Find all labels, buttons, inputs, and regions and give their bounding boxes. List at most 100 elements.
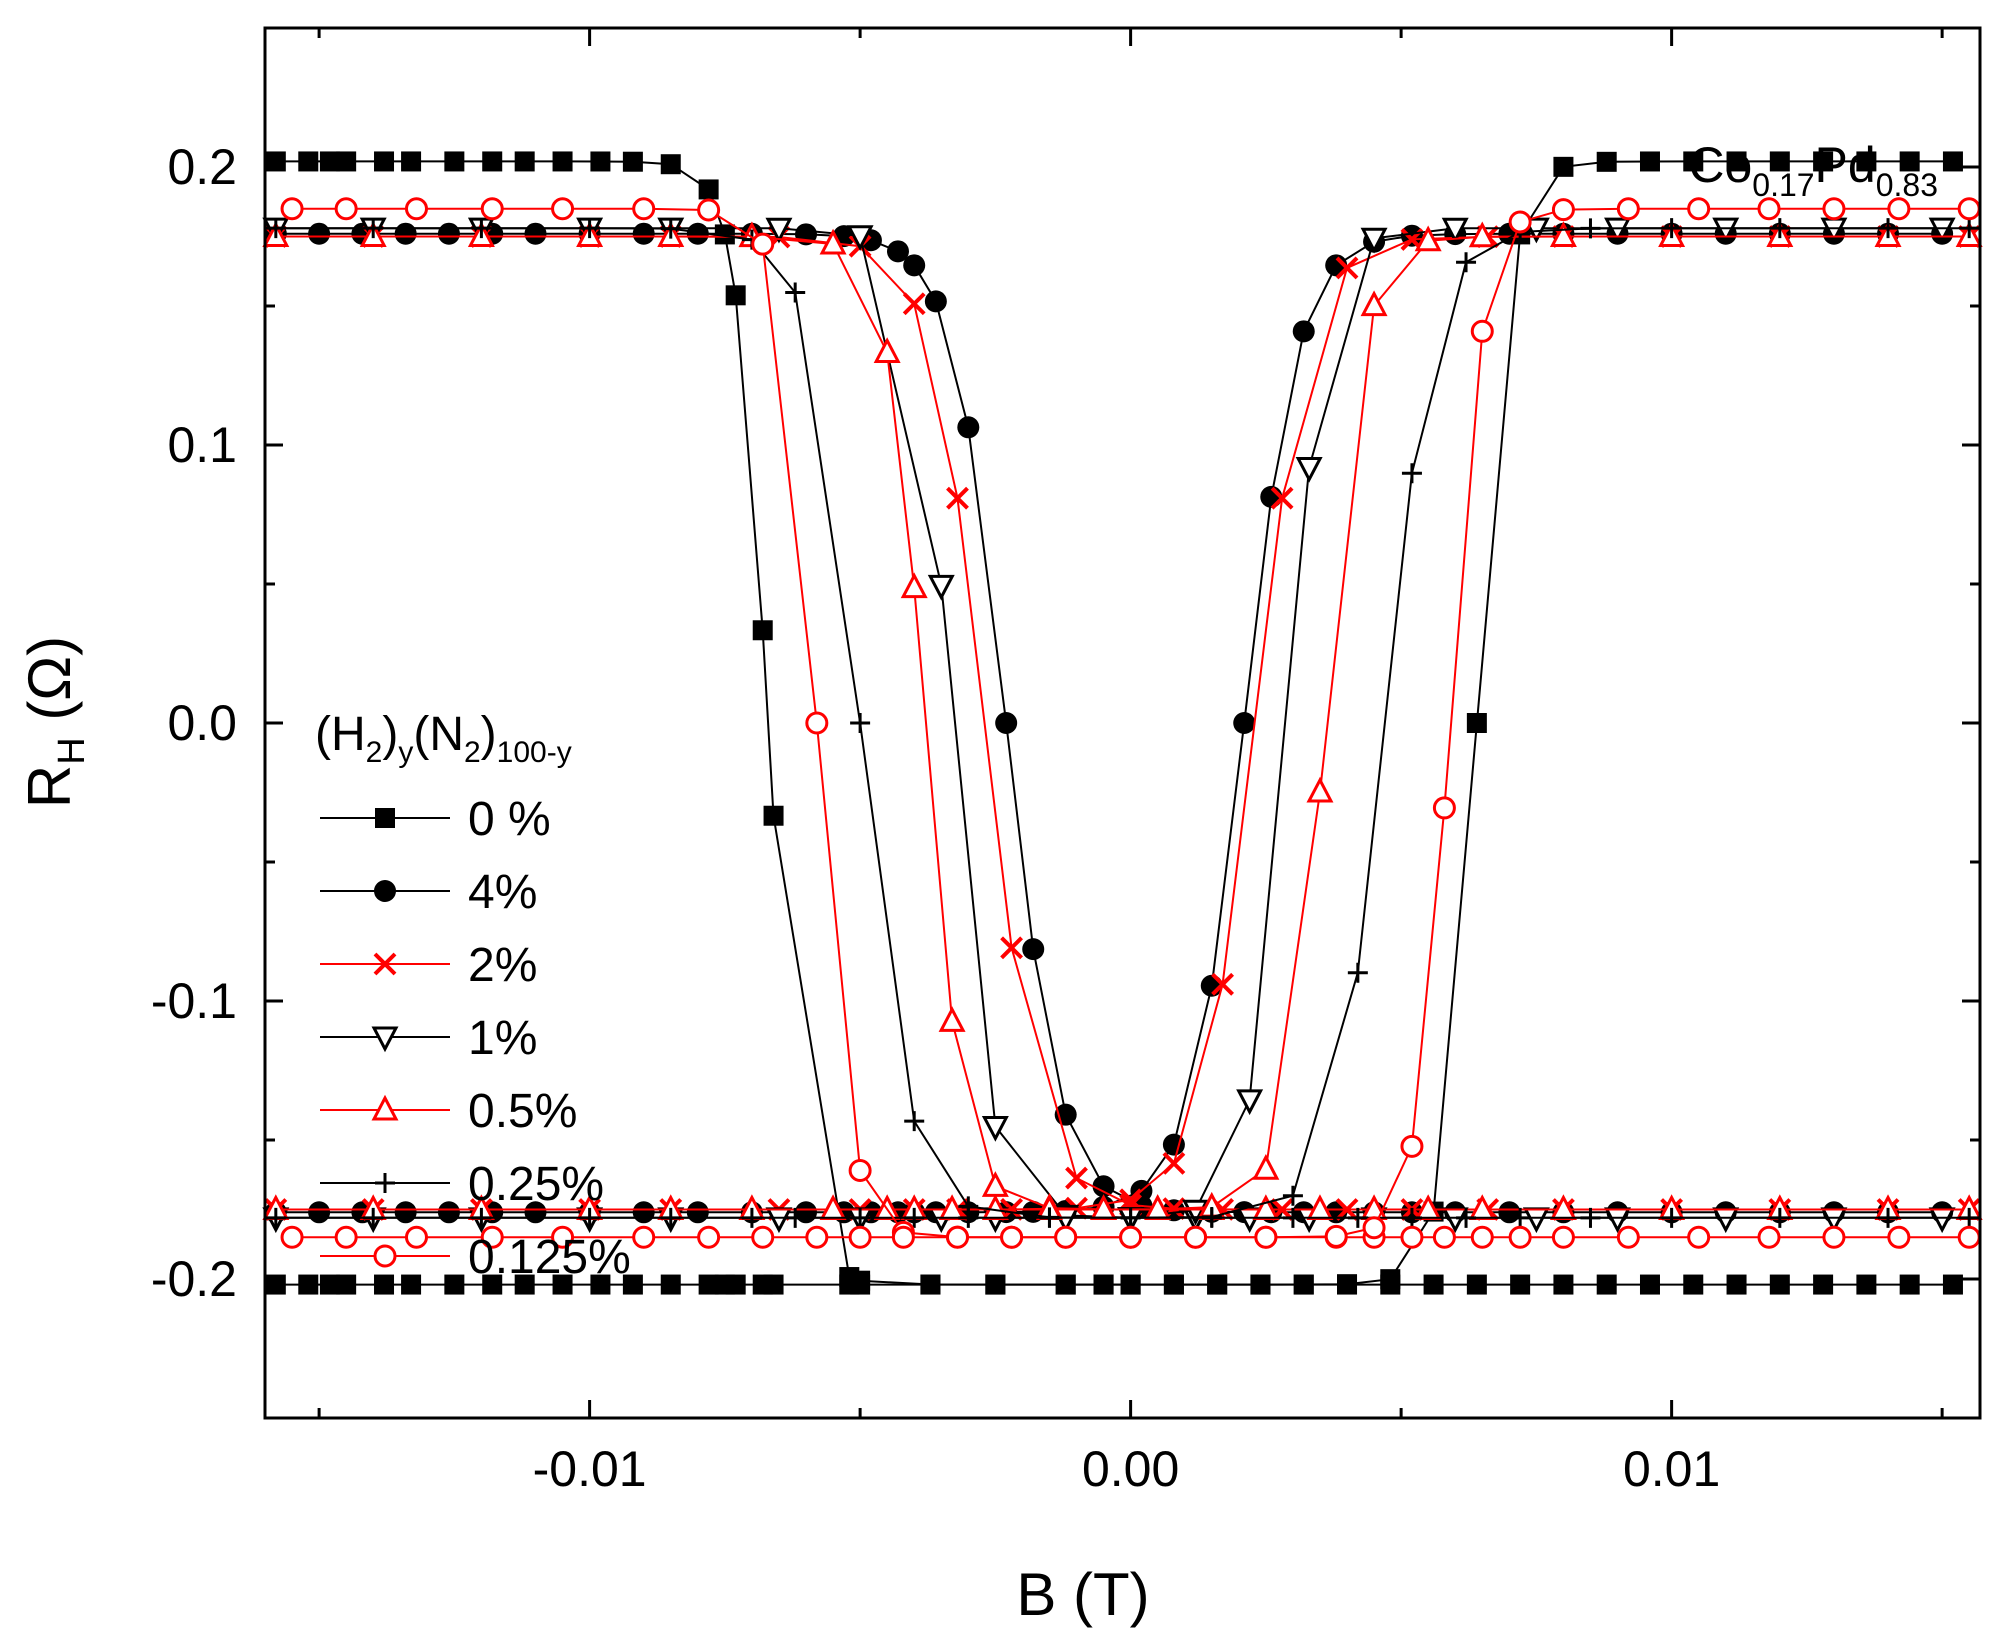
data-point: [1604, 217, 1632, 244]
data-point: [850, 1274, 871, 1295]
data-point: [848, 1225, 872, 1249]
data-point: [404, 197, 428, 221]
data-point: [444, 151, 465, 172]
data-point: [1162, 1133, 1185, 1156]
x-tick-label: 0.01: [1623, 1441, 1720, 1497]
data-point: [482, 1274, 503, 1295]
data-point: [927, 574, 955, 601]
y-tick-label: -0.1: [151, 973, 237, 1029]
data-point: [1580, 218, 1601, 239]
legend-item: 0 %: [320, 793, 551, 846]
data-point: [1233, 712, 1256, 734]
data-point: [1401, 463, 1422, 484]
data-point: [1553, 156, 1574, 177]
data-point: [334, 197, 358, 221]
x-axis-label: B (T): [1016, 1561, 1149, 1628]
data-point: [995, 712, 1018, 734]
data-point: [265, 218, 286, 239]
legend-label: 1%: [468, 1012, 537, 1065]
data-point: [751, 232, 775, 256]
series-line-down: [275, 227, 1970, 1219]
legend-label: 0.5%: [468, 1085, 577, 1138]
legend-marker: [375, 1173, 395, 1193]
data-point: [551, 1225, 575, 1249]
data-point: [1813, 1274, 1834, 1295]
legend-marker: [371, 1026, 399, 1053]
series-1-: [262, 217, 1956, 1234]
data-point: [1054, 1225, 1078, 1249]
series-0-: [265, 151, 1963, 1295]
series-line-up: [275, 227, 1943, 1219]
legend-label: 2%: [468, 939, 537, 992]
data-point: [1022, 938, 1045, 961]
data-point: [1661, 1207, 1682, 1228]
data-point: [1959, 1207, 1980, 1228]
data-point: [1468, 221, 1496, 248]
data-point: [1887, 1225, 1911, 1249]
data-point: [590, 151, 611, 172]
data-point: [1293, 1274, 1314, 1295]
data-point: [590, 1274, 611, 1295]
data-point: [363, 218, 384, 239]
data-point: [1510, 1274, 1531, 1295]
data-point: [795, 1201, 818, 1224]
data-point: [1236, 1089, 1264, 1116]
data-point: [1508, 210, 1532, 234]
data-point: [1957, 1225, 1981, 1249]
data-point: [725, 1274, 746, 1295]
series-line-up: [292, 207, 1970, 1239]
data-point: [444, 1274, 465, 1295]
data-point: [1360, 227, 1388, 254]
data-point: [298, 1274, 319, 1295]
data-point: [1120, 1207, 1141, 1228]
data-point: [363, 1207, 384, 1228]
data-point: [686, 1201, 709, 1224]
data-point: [1466, 713, 1487, 733]
data-point: [1055, 1274, 1076, 1295]
data-point: [1928, 217, 1956, 244]
y-tick-label: 0.2: [167, 139, 237, 195]
data-point: [1498, 1201, 1521, 1224]
data-point: [1757, 1225, 1781, 1249]
data-point: [660, 218, 681, 239]
data-point: [660, 1274, 681, 1295]
data-point: [698, 179, 719, 200]
data-point: [850, 1207, 871, 1228]
data-point: [1878, 1207, 1899, 1228]
legend-item: 1%: [320, 1012, 537, 1065]
data-point: [374, 151, 395, 172]
legend-marker: [371, 1094, 399, 1121]
data-point: [1549, 221, 1577, 248]
series-2-: [264, 225, 1981, 1221]
data-point: [1000, 936, 1024, 960]
data-point: [336, 1274, 357, 1295]
data-point: [1119, 1225, 1143, 1249]
legend-label: 0.125%: [468, 1231, 631, 1284]
legend-marker: [373, 952, 397, 976]
data-point: [551, 197, 575, 221]
data-point: [741, 1207, 762, 1228]
data-point: [632, 222, 655, 245]
data-point: [900, 572, 928, 599]
data-point: [1092, 1175, 1115, 1198]
y-axis-label: RH (Ω): [16, 636, 93, 808]
legend-marker: [373, 1244, 397, 1268]
data-point: [902, 292, 926, 316]
data-point: [981, 1171, 1009, 1197]
data-point: [579, 218, 600, 239]
data-point: [904, 1111, 925, 1132]
data-point: [394, 1201, 417, 1224]
data-point: [1856, 151, 1877, 172]
data-point: [1000, 1225, 1024, 1249]
data-point: [334, 1225, 358, 1249]
data-point: [1616, 197, 1640, 221]
legend-label: 0 %: [468, 793, 551, 846]
data-point: [958, 1207, 979, 1228]
data-point: [924, 290, 947, 313]
data-point: [632, 1225, 656, 1249]
legend: 0 % 4% 2% 1% 0.5% 0.25% 0.125%: [320, 793, 631, 1284]
data-point: [622, 1274, 643, 1295]
data-point: [401, 151, 422, 172]
data-point: [1553, 1274, 1574, 1295]
data-point: [1182, 1199, 1210, 1226]
